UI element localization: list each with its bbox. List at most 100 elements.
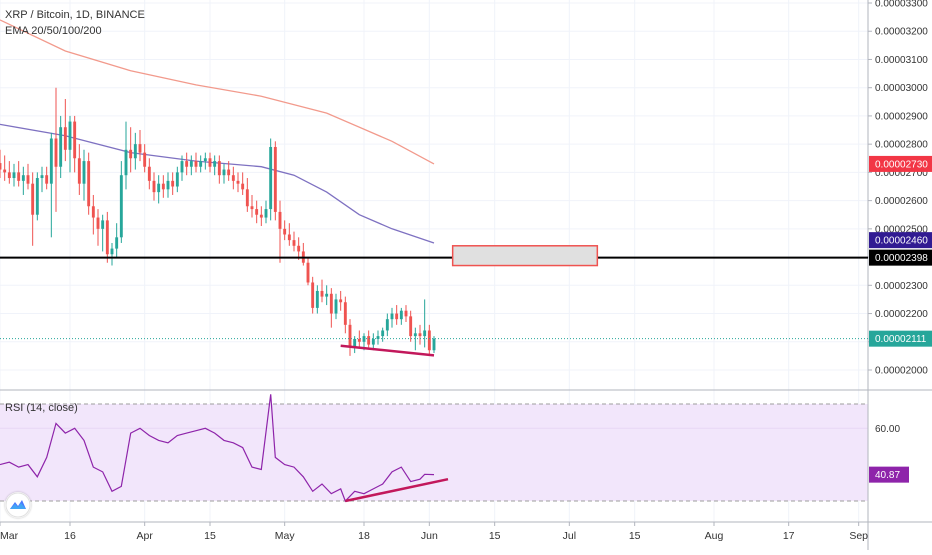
- price-tick-label: 0.00003300: [875, 0, 928, 10]
- candle: [124, 121, 128, 190]
- candle: [105, 211, 109, 263]
- rsi-band: [0, 404, 868, 501]
- candle: [12, 163, 16, 187]
- candle-body: [40, 175, 44, 179]
- candle-body: [250, 206, 254, 210]
- candle: [7, 161, 11, 184]
- time-tick-label: 15: [489, 530, 501, 542]
- candle: [180, 155, 184, 181]
- time-tick-label: 15: [629, 530, 641, 542]
- price-badge: 0.00002730: [869, 155, 932, 172]
- price-tick-label: 0.00002600: [875, 196, 928, 207]
- candle-body: [329, 293, 333, 314]
- price-tick-label: 0.00002500: [875, 224, 928, 235]
- candle-body: [427, 330, 431, 351]
- candle: [82, 149, 86, 201]
- candle-body: [87, 161, 91, 207]
- candle: [203, 152, 207, 170]
- candle: [185, 152, 189, 176]
- candle-body: [283, 228, 287, 235]
- candle-body: [264, 209, 268, 218]
- candle-body: [385, 319, 389, 331]
- candle-body: [166, 180, 170, 190]
- tradingview-logo-icon[interactable]: [5, 492, 31, 518]
- time-tick-label: Mar: [0, 530, 19, 542]
- candle: [231, 166, 235, 190]
- candle: [40, 166, 44, 193]
- price-badge-label: 0.00002111: [875, 334, 927, 345]
- candle: [0, 149, 2, 179]
- candle: [283, 220, 287, 241]
- candle-body: [147, 166, 151, 181]
- candle-body: [376, 336, 380, 339]
- candle: [59, 115, 63, 179]
- candle-body: [110, 248, 114, 255]
- time-tick-label: 15: [204, 530, 216, 542]
- candle: [348, 319, 352, 356]
- candle-body: [325, 293, 329, 297]
- candle: [189, 155, 193, 176]
- candle-body: [203, 158, 207, 162]
- candle: [245, 178, 249, 212]
- candle-body: [35, 178, 39, 215]
- time-tick-label: 17: [783, 530, 795, 542]
- candle-body: [180, 161, 184, 173]
- candle: [409, 310, 413, 342]
- candle-body: [171, 180, 175, 187]
- ema-legend[interactable]: EMA 20/50/100/200: [5, 25, 102, 37]
- candle: [418, 324, 422, 345]
- candle-body: [31, 183, 35, 215]
- candle: [381, 327, 385, 342]
- price-badge-bg: [869, 155, 932, 172]
- candle: [26, 163, 30, 190]
- candle-body: [432, 338, 436, 351]
- candle-body: [259, 214, 263, 218]
- candle-body: [199, 161, 203, 167]
- candle-body: [54, 138, 58, 167]
- candle-body: [143, 152, 147, 167]
- candle: [194, 152, 198, 173]
- candle: [115, 223, 119, 258]
- time-tick-label: Aug: [705, 530, 724, 542]
- candle: [152, 172, 156, 201]
- candle: [21, 166, 25, 195]
- candle-body: [82, 161, 86, 184]
- candle: [376, 330, 380, 345]
- candle: [320, 279, 324, 303]
- candle: [311, 276, 315, 314]
- candle: [273, 141, 277, 221]
- price-badge-label: 0.00002398: [875, 253, 928, 264]
- candle: [343, 296, 347, 334]
- candle-body: [157, 183, 161, 193]
- candle: [371, 333, 375, 351]
- candle-body: [105, 220, 109, 255]
- candle: [68, 115, 72, 173]
- candle: [399, 307, 403, 325]
- candle: [423, 299, 427, 348]
- candle-body: [343, 302, 347, 325]
- candle-body: [77, 158, 81, 184]
- candle: [390, 307, 394, 328]
- candle: [259, 206, 263, 227]
- candle: [110, 242, 114, 266]
- candle-body: [124, 149, 128, 176]
- candle: [250, 194, 254, 218]
- candle: [87, 152, 91, 215]
- candle-body: [12, 172, 16, 179]
- candle: [222, 163, 226, 184]
- candle: [73, 115, 77, 173]
- candle-body: [115, 237, 119, 249]
- candle-body: [399, 310, 403, 320]
- candle: [166, 172, 170, 198]
- candle: [17, 161, 21, 187]
- candle-body: [353, 338, 357, 348]
- candle: [171, 172, 175, 195]
- time-tick-label: Jul: [563, 530, 576, 542]
- rsi-legend[interactable]: RSI (14, close): [5, 402, 78, 414]
- candle-body: [119, 175, 123, 238]
- candle: [31, 172, 35, 246]
- time-tick-label: May: [275, 530, 296, 542]
- candle: [395, 305, 399, 325]
